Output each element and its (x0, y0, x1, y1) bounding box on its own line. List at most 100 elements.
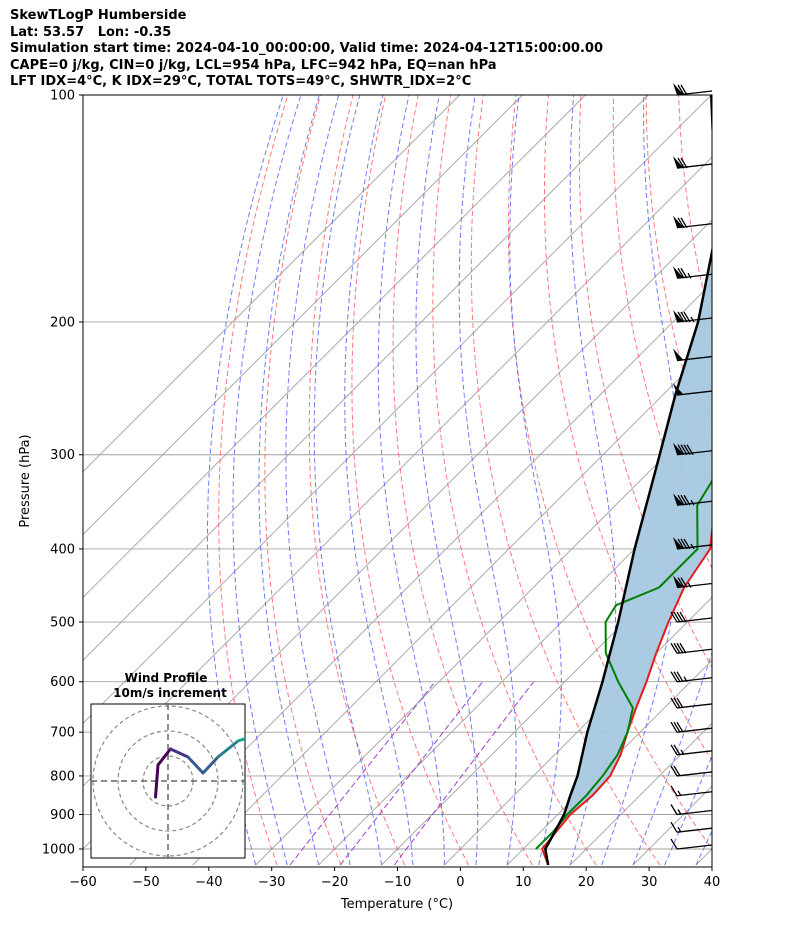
y-tick-label: 900 (50, 808, 75, 823)
barb-full (683, 311, 691, 323)
barb-full (670, 721, 678, 733)
wind-barb (673, 83, 713, 96)
barb-staff (676, 750, 713, 756)
hodograph-segment (156, 747, 172, 767)
barb-staff (676, 844, 713, 850)
dewpoint-line (535, 478, 712, 850)
isotherm (507, 659, 712, 866)
barb-staff (676, 827, 713, 833)
barb-full (670, 697, 678, 709)
barb-staff (676, 809, 713, 816)
barb-full (683, 494, 691, 506)
barb-full (677, 311, 685, 323)
wind-barb (673, 309, 713, 323)
barb-flag (673, 266, 683, 279)
barb-full (670, 765, 678, 777)
isotherm (318, 470, 712, 866)
hodograph-segment (216, 739, 240, 759)
barb-full (670, 611, 678, 623)
isotherm (569, 722, 712, 866)
background-grid (83, 95, 712, 866)
axes: Temperature (°C) Pressure (hPa) −60 −50 −4… (18, 89, 720, 913)
barb-half (687, 272, 692, 279)
dry-adiabat (432, 95, 597, 866)
profiles (535, 95, 712, 866)
y-tick-label: 1000 (42, 843, 75, 858)
dry-adiabat (308, 95, 406, 866)
dry-adiabat (470, 95, 661, 866)
x-tick-label: 10 (515, 875, 532, 890)
moist-adiabat (207, 95, 284, 866)
barb-staff (676, 450, 713, 456)
barb-flag (673, 442, 683, 455)
barb-staff (676, 771, 713, 777)
x-tick-label: −20 (321, 875, 348, 890)
barb-full (677, 538, 685, 550)
barb-full (670, 838, 678, 850)
isotherm (381, 533, 712, 866)
isotherm (83, 95, 649, 661)
hodograph-segment (263, 733, 283, 741)
barb-full (670, 821, 678, 833)
barb-full (670, 642, 678, 654)
y-tick-label: 700 (50, 726, 75, 741)
x-tick-label: 0 (456, 875, 464, 890)
wind-barb (670, 804, 713, 816)
moist-adiabat (377, 95, 445, 865)
barb-half (690, 499, 695, 506)
wind-barb (673, 383, 713, 396)
barb-full (670, 785, 678, 797)
y-tick-label: 500 (50, 616, 75, 631)
moist-adiabat (344, 95, 414, 866)
moist-adiabat (232, 95, 302, 866)
wind-barb (670, 785, 713, 797)
barb-full (680, 84, 688, 96)
title-line-5: LFT IDX=4°C, K IDX=29°C, TOTAL TOTS=49°C… (10, 74, 472, 89)
barb-full (677, 577, 685, 588)
barb-flag (673, 215, 683, 228)
barb-flag (673, 383, 683, 396)
x-tick-label: −30 (258, 875, 285, 890)
barb-flag (673, 83, 683, 95)
hodograph-segment (236, 737, 245, 743)
barb-full (673, 697, 681, 709)
moist-adiabat (415, 95, 479, 866)
x-tick-label: 40 (704, 875, 721, 890)
dry-adiabat (392, 95, 533, 866)
barb-staff (676, 544, 713, 550)
x-tick-label: −60 (69, 875, 96, 890)
wind-barb (673, 493, 713, 506)
hodograph-segment (169, 747, 190, 759)
x-axis-label: Temperature (°C) (340, 897, 453, 912)
barb-full (686, 444, 694, 456)
barb-full (673, 642, 681, 654)
barb-full (677, 444, 685, 456)
barb-half (677, 826, 682, 833)
mixing-ratio-line (289, 681, 436, 866)
wind-barb (673, 442, 713, 456)
hodograph-segment (201, 755, 220, 775)
moist-adiabat (313, 95, 382, 866)
chart-title-block: SkewTLogP Humberside Lat: 53.57 Lon: -0.… (10, 8, 603, 91)
wind-barb (670, 721, 713, 733)
wind-barb (673, 575, 713, 589)
y-tick-label: 300 (50, 448, 75, 463)
barb-half (690, 316, 695, 323)
isotherm (83, 95, 460, 473)
x-tick-label: −40 (195, 875, 222, 890)
barb-full (677, 494, 685, 506)
wind-barb (673, 156, 713, 169)
dry-adiabat (351, 95, 470, 866)
barb-full (676, 721, 684, 733)
wind-barb (670, 765, 713, 777)
barb-full (680, 538, 688, 550)
barb-full (673, 611, 681, 623)
moist-adiabat (601, 95, 683, 866)
mixing-ratio-line (339, 681, 484, 866)
y-axis-label: Pressure (hPa) (18, 434, 33, 527)
barb-full (676, 697, 684, 709)
barb-full (680, 311, 688, 323)
x-tick-label: 30 (641, 875, 658, 890)
barb-half (677, 809, 682, 815)
